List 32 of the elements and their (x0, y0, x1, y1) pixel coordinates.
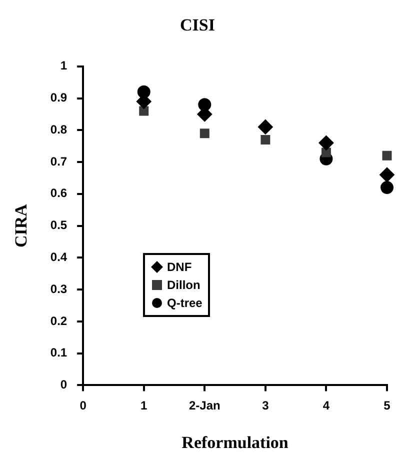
x-tick-label: 1 (140, 398, 148, 413)
x-tick-label: 2-Jan (188, 398, 220, 413)
x-axis-title: Reformulation (182, 433, 289, 452)
y-tick-label: 0 (60, 378, 68, 392)
point (258, 119, 273, 134)
chart-title: CISI (180, 16, 216, 35)
legend-label: DNF (167, 259, 192, 276)
y-tick-label: 0.6 (50, 186, 68, 200)
y-tick-label: 0.7 (50, 154, 68, 168)
y-tick-label: 0.1 (50, 346, 68, 360)
x-tick-label: 4 (322, 398, 330, 413)
point (380, 181, 394, 194)
legend-label: Q-tree (167, 295, 202, 312)
point (260, 134, 270, 144)
y-tick-label: 0.5 (50, 218, 68, 232)
x-tick-label: 5 (384, 398, 391, 413)
point (380, 167, 394, 182)
y-tick-label: 0.8 (50, 122, 68, 136)
y-tick-label: 0.9 (50, 90, 68, 105)
point (139, 106, 149, 116)
point (200, 128, 210, 138)
y-tick-label: 1 (60, 58, 68, 73)
x-tick-label: 3 (262, 398, 270, 413)
legend-label: Dillon (167, 277, 200, 294)
y-axis-title: CIRA (12, 203, 31, 248)
point (321, 148, 331, 158)
x-tick-label: 0 (80, 398, 87, 413)
y-tick-label: 0.3 (50, 282, 68, 296)
y-tick-label: 0.2 (50, 314, 68, 328)
point (382, 150, 392, 160)
y-tick-label: 0.4 (50, 250, 68, 264)
point (318, 135, 334, 150)
